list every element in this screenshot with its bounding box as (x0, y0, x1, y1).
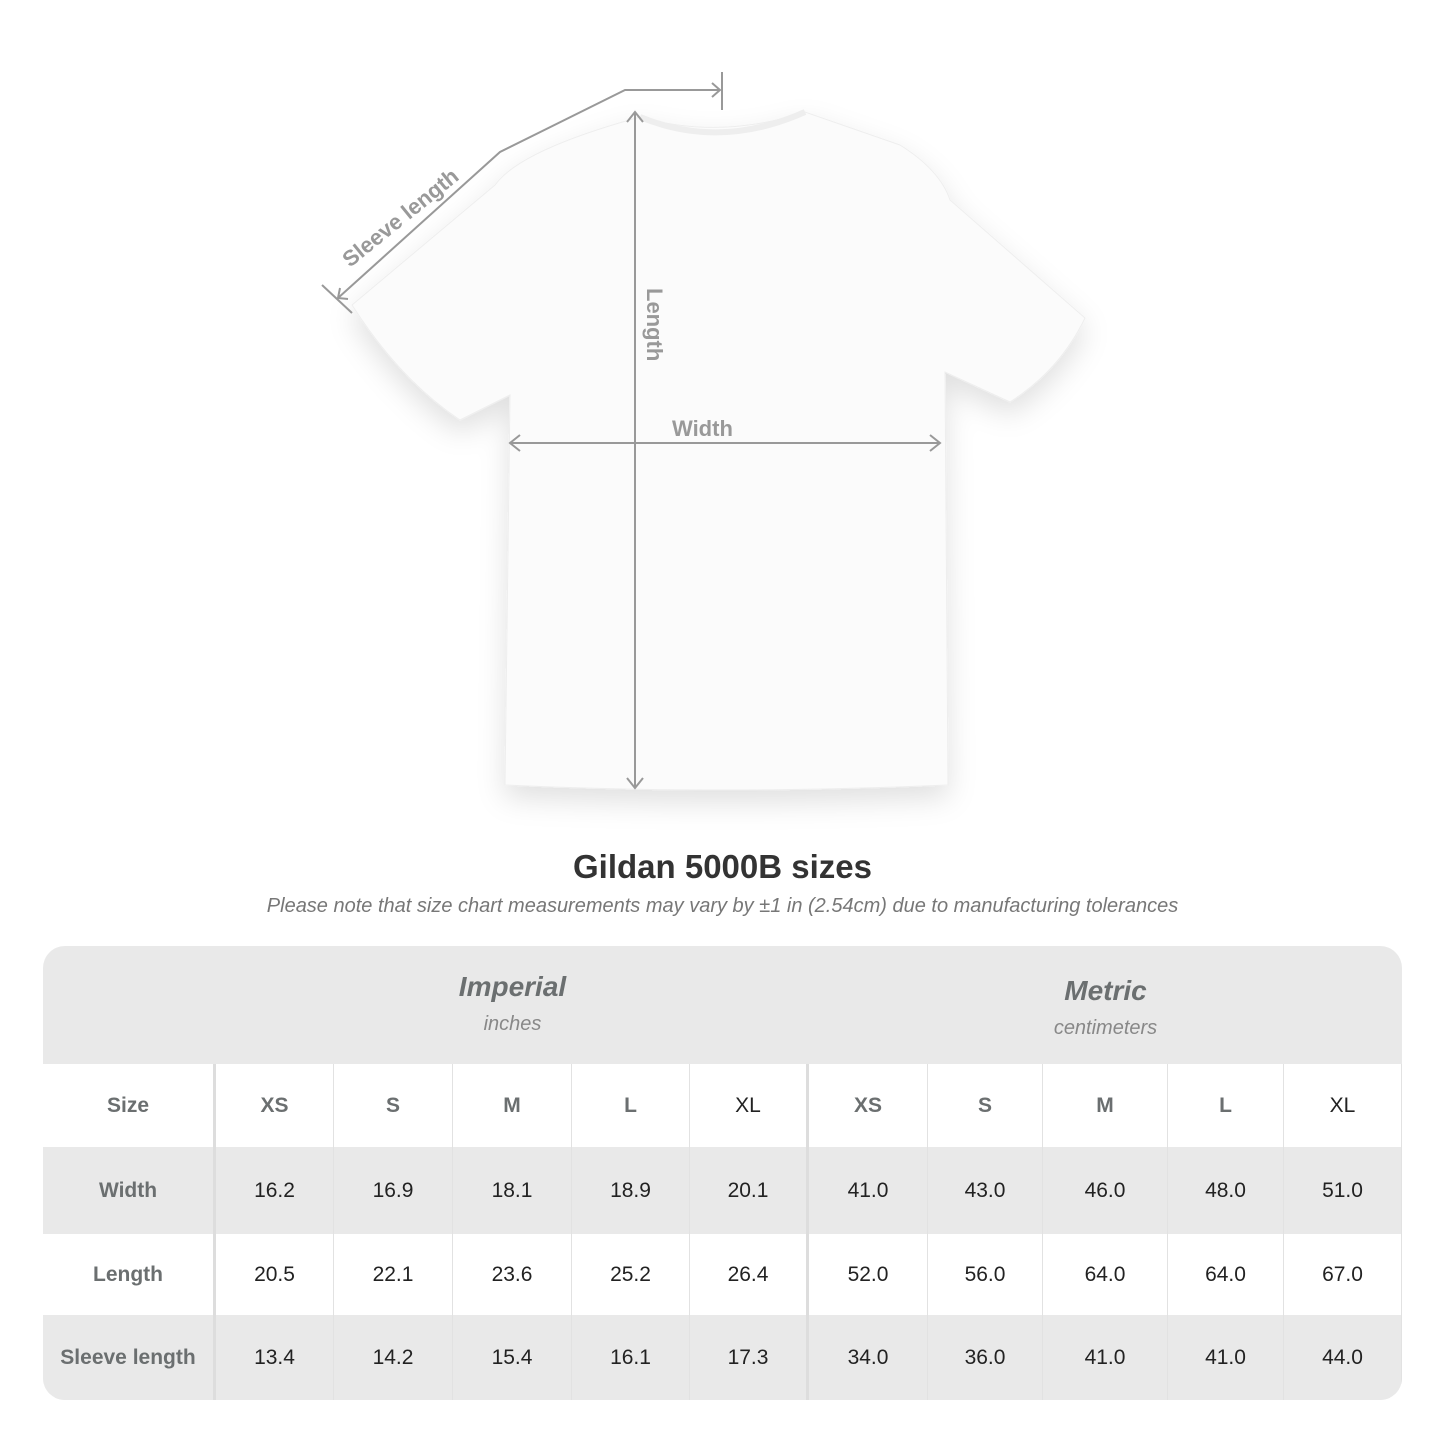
metric-header: Metric centimeters (809, 946, 1402, 1064)
tshirt-diagram: Sleeve length Length Width (321, 72, 1086, 791)
size-header: S (928, 1064, 1043, 1147)
measurement-cell: 67.0 (1284, 1234, 1402, 1315)
imperial-title: Imperial (458, 971, 567, 1002)
row-label: Width (43, 1147, 216, 1234)
size-header: XL (1284, 1064, 1402, 1147)
size-header: XS (216, 1064, 334, 1147)
table-row: Width 16.2 16.9 18.1 18.9 20.1 41.0 43.0 46.0 48.… (43, 1147, 1402, 1234)
chart-title: Gildan 5000B sizes (573, 848, 872, 885)
length-label: Length (642, 288, 667, 361)
measurement-cell: 16.2 (216, 1147, 334, 1234)
size-header: S (334, 1064, 453, 1147)
measurement-cell: 43.0 (928, 1147, 1043, 1234)
measurement-cell: 18.9 (572, 1147, 690, 1234)
size-header: XS (809, 1064, 928, 1147)
size-header: M (453, 1064, 572, 1147)
measurement-cell: 64.0 (1043, 1234, 1168, 1315)
size-header: XL (690, 1064, 809, 1147)
measurement-cell: 20.1 (690, 1147, 809, 1234)
measurement-cell: 16.9 (334, 1147, 453, 1234)
measurement-cell: 23.6 (453, 1234, 572, 1315)
measurement-cell: 41.0 (1168, 1315, 1284, 1400)
measurement-cell: 41.0 (809, 1147, 928, 1234)
table-row: Sleeve length 13.4 14.2 15.4 16.1 17.3 34.0 36.… (43, 1315, 1402, 1400)
measurement-cell: 25.2 (572, 1234, 690, 1315)
measurement-cell: 41.0 (1043, 1315, 1168, 1400)
measurement-cell: 56.0 (928, 1234, 1043, 1315)
measurement-cell: 16.1 (572, 1315, 690, 1400)
measurement-cell: 15.4 (453, 1315, 572, 1400)
measurement-cell: 13.4 (216, 1315, 334, 1400)
measurement-cell: 34.0 (809, 1315, 928, 1400)
measurement-cell: 26.4 (690, 1234, 809, 1315)
measurement-cell: 36.0 (928, 1315, 1043, 1400)
measurement-cell: 46.0 (1043, 1147, 1168, 1234)
measurement-cell: 64.0 (1168, 1234, 1284, 1315)
measurement-cell: 18.1 (453, 1147, 572, 1234)
measurement-cell: 44.0 (1284, 1315, 1402, 1400)
measurement-cell: 20.5 (216, 1234, 334, 1315)
sleeve-measure-line (337, 89, 720, 299)
tshirt-shape (351, 111, 1086, 791)
measurement-cell: 14.2 (334, 1315, 453, 1400)
row-label: Length (43, 1234, 216, 1315)
imperial-unit: inches (483, 1013, 542, 1035)
measurement-cell: 51.0 (1284, 1147, 1402, 1234)
size-header: L (572, 1064, 690, 1147)
measurement-cell: 48.0 (1168, 1147, 1284, 1234)
measurement-cell: 52.0 (809, 1234, 928, 1315)
size-header: M (1043, 1064, 1168, 1147)
size-table: Imperial inches Metric centimeters Size X… (43, 946, 1402, 1400)
row-label: Sleeve length (43, 1315, 216, 1400)
measurement-cell: 22.1 (334, 1234, 453, 1315)
table-row: Length 20.5 22.1 23.6 25.2 26.4 52.0 56.0 64.0 64… (43, 1234, 1402, 1315)
metric-title: Metric (1064, 975, 1147, 1006)
tolerance-note: Please note that size chart measurements… (266, 895, 1179, 917)
metric-unit: centimeters (1053, 1017, 1158, 1039)
size-header-row: Size XS S M L XL XS S M L XL (43, 1064, 1402, 1147)
size-header: L (1168, 1064, 1284, 1147)
size-column-label: Size (43, 1064, 216, 1147)
width-label: Width (672, 416, 733, 441)
measurement-cell: 17.3 (690, 1315, 809, 1400)
imperial-header: Imperial inches (216, 946, 809, 1064)
